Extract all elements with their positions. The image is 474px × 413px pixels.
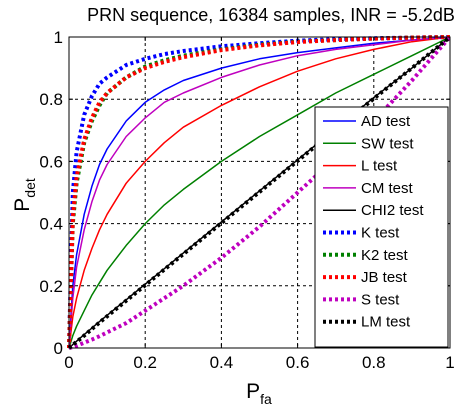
legend-label-cm-test: CM test [361,180,414,197]
legend-label-l-test: L test [361,158,398,175]
x-tick-label: 0.8 [362,353,386,372]
y-tick-label: 0.6 [39,152,63,171]
y-tick-label: 1 [54,28,63,47]
y-axis-label-sub: det [22,178,38,198]
legend-box [314,106,449,348]
legend-label-lm-test: LM test [361,314,411,331]
legend-label-ad-test: AD test [361,113,411,130]
y-tick-label: 0 [54,339,63,358]
x-tick-label: 0.4 [210,353,234,372]
y-tick-label: 0.4 [39,215,63,234]
x-axis-label: Pfa [246,380,272,407]
x-tick-label: 0.6 [286,353,310,372]
legend-label-jb-test: JB test [361,269,408,286]
chart-title: PRN sequence, 16384 samples, INR = -5.2d… [87,5,455,25]
legend-label-s-test: S test [361,291,400,308]
series-line-k-test [67,35,451,349]
series-line-sw-test [68,36,451,349]
legend-label-k-test: K test [361,225,400,242]
y-axis-label: Pdet [11,178,38,212]
y-tick-label: 0.8 [39,90,63,109]
series-line-l-test [68,36,451,349]
x-axis-label-sub: fa [260,391,272,407]
legend-label-k2-test: K2 test [361,247,409,264]
plot-frame [68,36,451,349]
y-axis-label-main: P [11,198,34,212]
legend: AD test SW test L test CM test CHI2 test K te… [314,106,449,348]
x-tick-label: 1 [445,353,454,372]
series-line-ad-test [68,36,451,349]
series-line-cm-test [68,36,451,349]
legend-label-chi2-test: CHI2 test [361,202,424,219]
x-tick-label: 0.2 [133,353,157,372]
y-tick-label: 0.2 [39,277,63,296]
x-tick-label: 0 [64,353,73,372]
x-axis-label-main: P [246,380,260,403]
legend-label-sw-test: SW test [361,135,414,152]
